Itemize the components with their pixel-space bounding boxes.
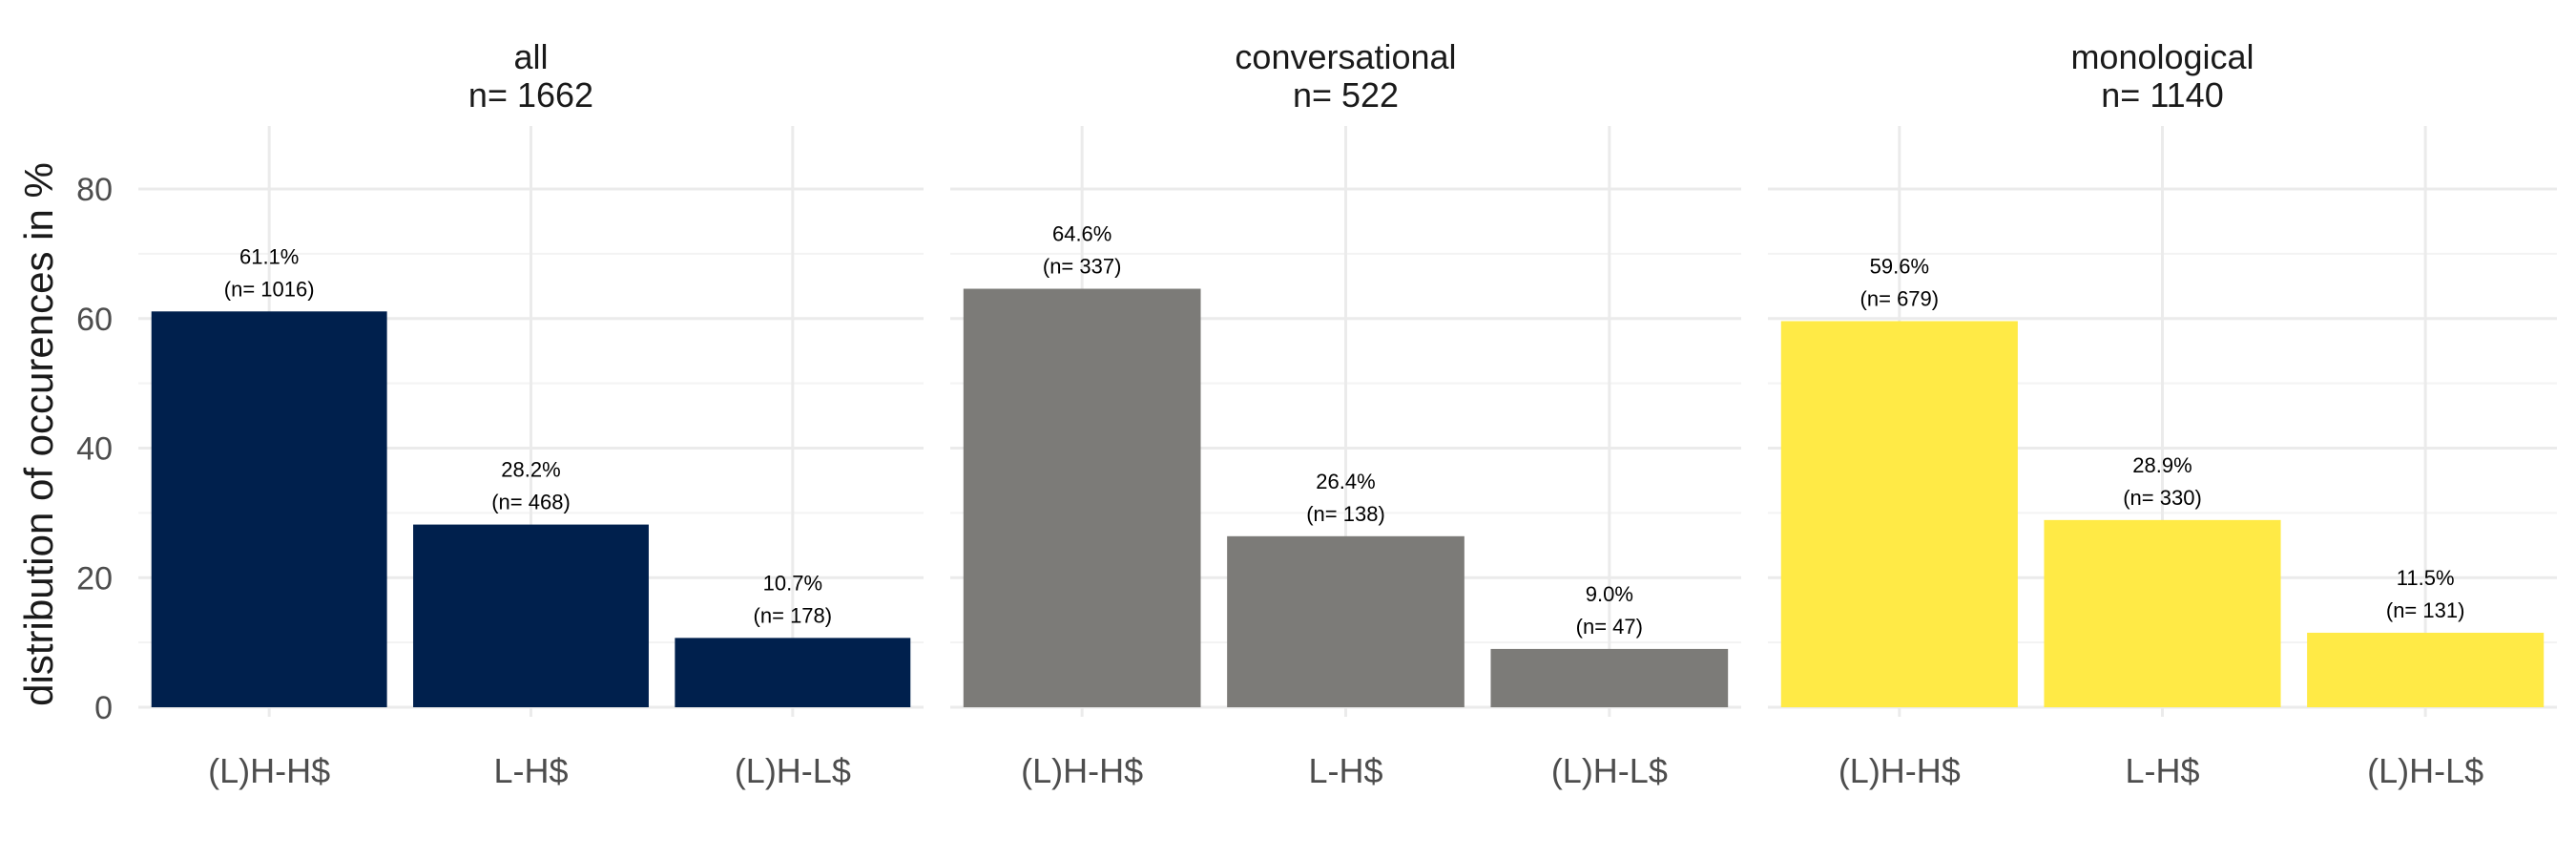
bar-label-percent: 59.6% — [1870, 254, 1929, 278]
panel-n-label: n= 1140 — [2101, 75, 2223, 115]
bar — [2044, 519, 2281, 707]
bar-label-count: (n= 679) — [1860, 286, 1940, 310]
bar — [413, 524, 649, 707]
bar-label-count: (n= 330) — [2123, 486, 2202, 510]
y-tick-label: 80 — [76, 172, 113, 208]
bar-label-percent: 28.2% — [501, 458, 560, 482]
y-tick-label: 60 — [76, 302, 113, 338]
bar — [151, 311, 387, 707]
bar — [1227, 535, 1465, 707]
panel-title: conversational — [1235, 37, 1456, 76]
x-tick-label: (L)H-H$ — [1839, 751, 1961, 790]
panel-title: monological — [2070, 37, 2254, 76]
bar-label-count: (n= 131) — [2386, 598, 2465, 622]
bar-label-count: (n= 337) — [1043, 255, 1122, 279]
bar-label-count: (n= 178) — [754, 603, 833, 627]
y-axis-label: distribution of occurences in % — [16, 162, 61, 706]
bar — [2307, 632, 2545, 707]
y-tick-label: 20 — [76, 560, 113, 597]
bar — [1490, 648, 1729, 707]
bar-label-percent: 10.7% — [763, 571, 822, 595]
bar-label-percent: 64.6% — [1052, 222, 1111, 246]
panel-title: all — [513, 37, 548, 76]
panel-n-label: n= 522 — [1293, 75, 1399, 115]
x-tick-label: (L)H-H$ — [208, 751, 330, 790]
y-tick-label: 40 — [76, 431, 113, 468]
x-tick-label: L-H$ — [2125, 751, 2199, 790]
bar — [1780, 321, 2018, 707]
bar-label-percent: 9.0% — [1586, 582, 1633, 606]
y-tick-label: 0 — [94, 690, 113, 726]
bar-label-count: (n= 1016) — [224, 277, 315, 301]
x-tick-label: L-H$ — [1308, 751, 1382, 790]
x-tick-label: (L)H-L$ — [1551, 751, 1668, 790]
bar-label-count: (n= 468) — [491, 491, 571, 514]
bar-label-count: (n= 138) — [1306, 502, 1385, 526]
panel-n-label: n= 1662 — [468, 75, 593, 115]
bar-label-percent: 61.1% — [239, 244, 299, 268]
bar-label-percent: 26.4% — [1316, 470, 1375, 493]
bar-label-percent: 11.5% — [2397, 566, 2455, 590]
bar-label-percent: 28.9% — [2132, 453, 2192, 477]
x-tick-label: (L)H-L$ — [735, 751, 851, 790]
x-tick-label: L-H$ — [493, 751, 568, 790]
bar — [963, 288, 1201, 707]
x-tick-label: (L)H-H$ — [1021, 751, 1143, 790]
bar-label-count: (n= 47) — [1576, 615, 1643, 639]
x-tick-label: (L)H-L$ — [2367, 751, 2483, 790]
bar-layer — [151, 288, 2545, 707]
bar — [675, 638, 911, 707]
